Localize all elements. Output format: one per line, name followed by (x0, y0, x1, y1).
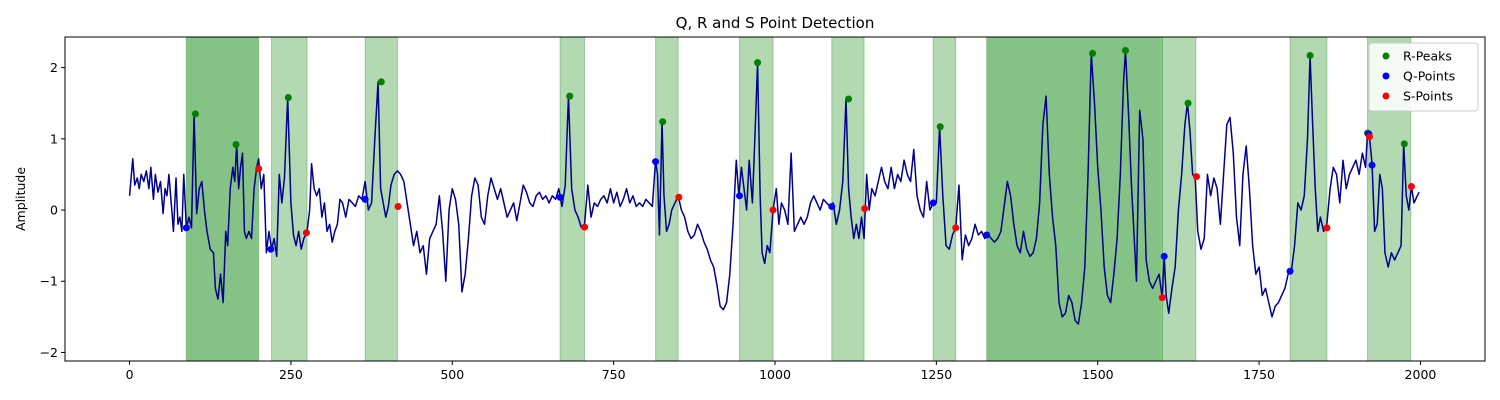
x-tick-label: 250 (279, 367, 303, 382)
legend-marker (1382, 92, 1390, 100)
s-point-7 (861, 205, 869, 213)
legend-entry: R-Peaks (1403, 49, 1452, 64)
r-peak-point-8 (845, 95, 853, 103)
r-peak-point-6 (659, 118, 667, 126)
highlight-region-2 (271, 37, 308, 361)
r-peak-point-10 (1089, 49, 1097, 57)
q-point-10 (1160, 252, 1168, 260)
r-peak-point-15 (1400, 140, 1408, 148)
q-point-11 (1286, 267, 1294, 275)
ecg-signal-line (128, 49, 1420, 325)
x-tick-label: 1750 (1243, 367, 1275, 382)
r-peak-point-4 (377, 78, 385, 86)
r-peak-point-12 (1184, 99, 1192, 107)
s-point-10 (1192, 173, 1200, 181)
q-point-5 (652, 158, 660, 166)
r-peak-point-3 (284, 94, 292, 102)
s-point-9 (1158, 294, 1166, 302)
q-point-13 (1368, 161, 1376, 169)
chart-title: Q, R and S Point Detection (676, 14, 875, 32)
s-point-11 (1323, 224, 1331, 232)
y-tick-label: −1 (40, 274, 58, 289)
x-tick-label: 1500 (1082, 367, 1114, 382)
s-point-8 (952, 224, 960, 232)
s-point-5 (675, 193, 683, 201)
r-peak-point-9 (936, 123, 944, 131)
marker-series (182, 47, 1415, 302)
q-point-6 (736, 192, 743, 200)
s-point-13 (1407, 183, 1415, 191)
y-tick-label: 0 (50, 203, 58, 218)
s-point-1 (255, 165, 263, 173)
r-peak-point-5 (566, 92, 574, 100)
q-point-8 (929, 199, 937, 207)
legend-marker (1382, 72, 1390, 80)
x-axis-ticks: 0 250 500 750 1000 1250 1500 1750 2000 (126, 361, 1437, 382)
q-point-3 (361, 195, 369, 203)
s-point-3 (394, 202, 402, 210)
x-tick-label: 750 (602, 367, 626, 382)
y-tick-label: 1 (50, 131, 58, 146)
highlight-region-9 (986, 37, 1163, 361)
legend: R-Peaks Q-Points S-Points (1368, 42, 1479, 112)
highlight-region-overlap-1 (186, 37, 259, 361)
highlight-region-4 (559, 37, 586, 361)
highlight-region-3 (364, 37, 398, 361)
y-axis-label: Amplitude (13, 167, 28, 231)
q-point-4 (556, 193, 564, 201)
highlight-region-8 (932, 37, 957, 361)
legend-entry: Q-Points (1403, 69, 1455, 84)
s-point-12 (1365, 133, 1373, 141)
r-peak-point-2 (232, 141, 240, 149)
legend-marker (1382, 52, 1390, 60)
signal-series (128, 49, 1420, 325)
q-point-7 (828, 202, 836, 210)
y-axis-ticks: −2 −1 0 1 2 (40, 60, 65, 360)
r-peak-point-13 (1306, 52, 1314, 60)
x-tick-label: 2000 (1405, 367, 1437, 382)
s-point-2 (302, 229, 310, 237)
y-tick-label: 2 (50, 60, 58, 75)
q-point-1 (182, 224, 190, 232)
highlight-region-7 (831, 37, 865, 361)
r-peak-point-11 (1121, 47, 1129, 55)
legend-entry: S-Points (1403, 89, 1453, 104)
r-peak-point-7 (754, 59, 762, 67)
q-point-2 (267, 245, 275, 253)
highlighted-regions (185, 37, 1412, 361)
r-peak-point-1 (191, 110, 199, 118)
y-tick-label: −2 (40, 345, 58, 360)
legend-box (1368, 42, 1479, 112)
x-tick-label: 1250 (920, 367, 952, 382)
s-point-4 (581, 223, 589, 231)
x-tick-label: 0 (126, 367, 134, 382)
q-point-9 (983, 231, 991, 239)
x-tick-label: 500 (440, 367, 464, 382)
x-tick-label: 1000 (759, 367, 791, 382)
s-point-6 (769, 206, 777, 214)
